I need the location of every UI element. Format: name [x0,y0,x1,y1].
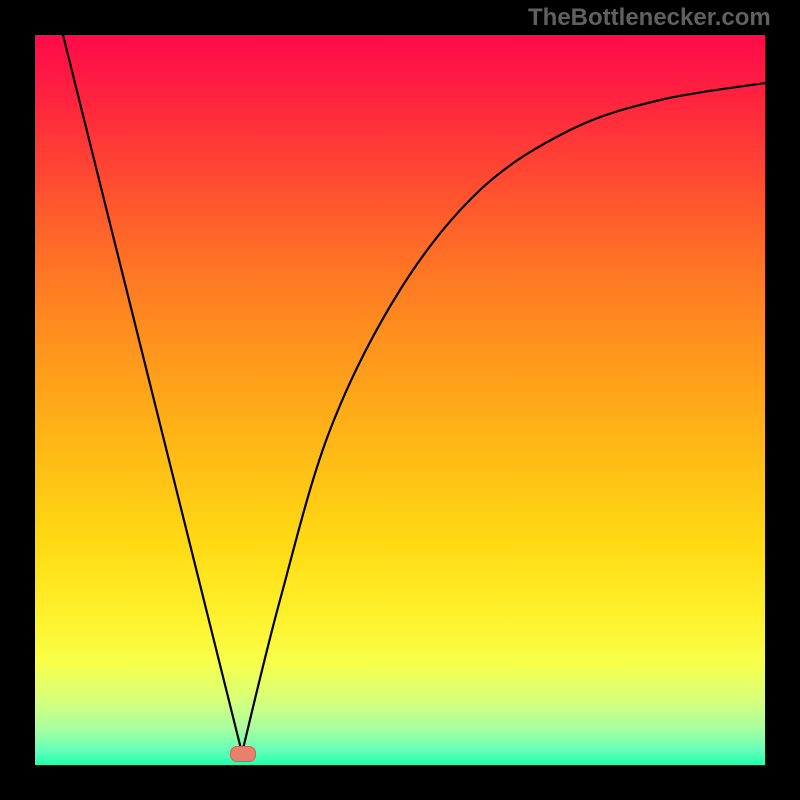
bottleneck-curve [0,0,800,800]
bottleneck-chart: TheBottlenecker.com [0,0,800,800]
watermark-text: TheBottlenecker.com [528,4,771,32]
minimum-marker [230,746,256,762]
